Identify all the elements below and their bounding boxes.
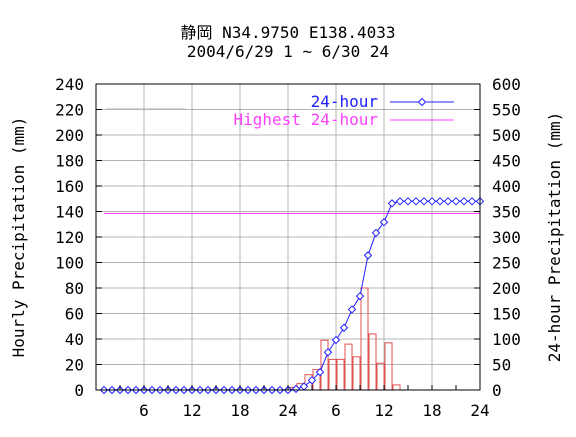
x-tick-label: 12 — [374, 401, 393, 420]
y-left-tick-label: 20 — [65, 356, 84, 375]
legend-label-24h: 24-hour — [311, 92, 379, 111]
24h-marker — [339, 323, 349, 332]
x-tick-label: 18 — [230, 401, 249, 420]
y-right-tick-label: 50 — [492, 356, 511, 375]
y-left-tick-label: 140 — [55, 203, 84, 222]
hourly-bar — [376, 362, 385, 391]
24h-line — [104, 200, 480, 391]
24h-marker — [323, 348, 333, 357]
hourly-bar — [336, 358, 345, 391]
x-tick-label: 12 — [182, 401, 201, 420]
y-right-tick-label: 350 — [492, 203, 521, 222]
chart-title-line1: 静岡 N34.9750 E138.4033 — [180, 23, 395, 42]
hourly-bar — [328, 358, 337, 391]
y-left-tick-label: 120 — [55, 228, 84, 247]
y-left-tick-label: 80 — [65, 279, 84, 298]
legend-marker-24h — [417, 97, 427, 107]
hourly-bar — [320, 339, 329, 391]
y-right-tick-label: 600 — [492, 75, 521, 94]
y-left-tick-label: 200 — [55, 126, 84, 145]
24h-marker — [459, 197, 469, 206]
24h-marker — [395, 197, 405, 206]
hourly-bar — [352, 356, 361, 391]
y-right-tick-label: 200 — [492, 279, 521, 298]
y-left-tick-label: 240 — [55, 75, 84, 94]
y-left-tick-label: 220 — [55, 101, 84, 120]
24h-marker — [403, 197, 413, 206]
y-left-tick-label: 160 — [55, 177, 84, 196]
legend-label-highest: Highest 24-hour — [234, 110, 379, 129]
x-tick-label: 24 — [278, 401, 297, 420]
y-left-tick-label: 60 — [65, 305, 84, 324]
24h-marker — [419, 197, 429, 206]
x-tick-label: 18 — [422, 401, 441, 420]
y-right-tick-label: 0 — [492, 381, 502, 400]
y-left-tick-label: 0 — [74, 381, 84, 400]
y-axis-label-right: 24-hour Precipitation (mm) — [545, 112, 564, 362]
y-axis-label-left: Hourly Precipitation (mm) — [9, 117, 28, 358]
y-right-tick-label: 450 — [492, 152, 521, 171]
y-right-tick-label: 100 — [492, 330, 521, 349]
24h-marker — [451, 197, 461, 206]
24h-marker — [435, 197, 445, 206]
24h-marker — [355, 291, 365, 301]
y-left-tick-label: 100 — [55, 254, 84, 273]
24h-marker — [379, 218, 389, 227]
24h-marker — [443, 197, 453, 206]
hourly-bar — [344, 343, 353, 391]
hourly-bar — [392, 384, 401, 391]
y-right-tick-label: 250 — [492, 254, 521, 273]
y-left-tick-label: 180 — [55, 152, 84, 171]
hourly-bar — [368, 333, 377, 391]
y-right-tick-label: 550 — [492, 101, 521, 120]
axes: 0 20 40 60 80 100 120 140 160 180 200 220 240 0 50 100 1… — [55, 75, 521, 420]
24h-marker — [363, 251, 373, 260]
24h-marker — [371, 228, 381, 238]
y-right-tick-label: 150 — [492, 305, 521, 324]
x-tick-label: 24 — [470, 401, 489, 420]
y-right-tick-label: 300 — [492, 228, 521, 247]
24h-marker — [347, 305, 357, 314]
y-right-tick-label: 400 — [492, 177, 521, 196]
24h-marker — [387, 199, 397, 208]
hourly-bar — [384, 342, 393, 391]
y-right-tick-label: 500 — [492, 126, 521, 145]
24h-marker — [307, 376, 317, 385]
24h-marker — [467, 197, 477, 206]
y-left-tick-label: 40 — [65, 330, 84, 349]
24h-marker — [291, 384, 301, 394]
x-tick-label: 6 — [139, 401, 149, 420]
24h-marker — [315, 367, 325, 377]
chart-title-line2: 2004/6/29 1 ~ 6/30 24 — [187, 42, 389, 61]
grid — [96, 84, 480, 390]
x-tick-label: 6 — [331, 401, 341, 420]
24h-marker — [427, 197, 437, 206]
24h-marker — [331, 335, 341, 345]
24h-marker — [411, 197, 421, 206]
